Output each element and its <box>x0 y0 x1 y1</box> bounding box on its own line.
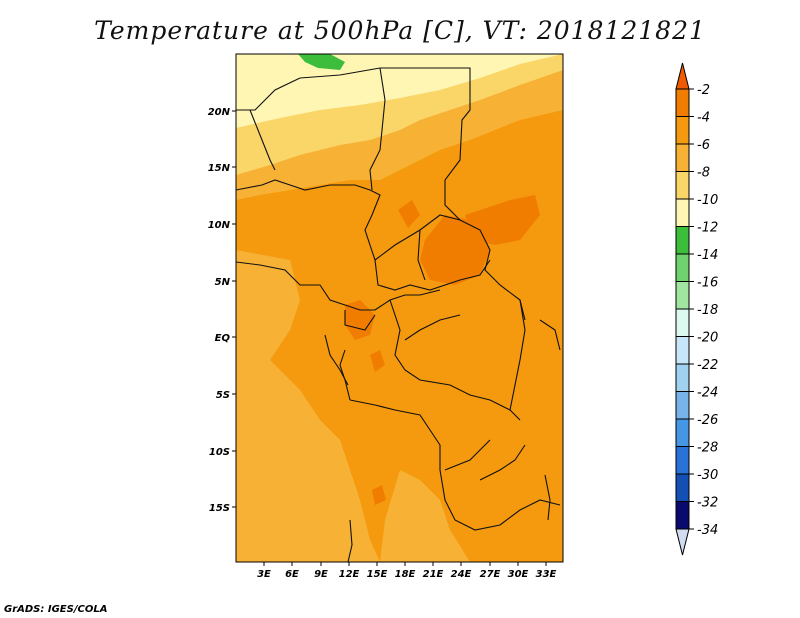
country-boundaries <box>236 67 561 562</box>
field-band-minus8 <box>236 250 380 562</box>
colorbar-label: -22 <box>697 358 718 373</box>
lon-label-18e: 18E <box>395 569 416 580</box>
colorbar-segment <box>675 363 690 392</box>
lat-label-eq: EQ <box>215 333 231 344</box>
longitude-ticks <box>263 562 547 566</box>
lat-label-15s: 15S <box>209 503 230 514</box>
colorbar-segment <box>675 116 690 145</box>
colorbar-segment <box>675 62 690 90</box>
colorbar-label: -4 <box>697 111 710 126</box>
colorbar-segment <box>675 418 690 447</box>
colorbar-segment <box>675 501 690 530</box>
colorbar-label: -10 <box>697 193 718 208</box>
colorbar-label: -24 <box>697 386 718 401</box>
field-band-minus12 <box>236 54 563 128</box>
map-frame <box>235 53 564 563</box>
lat-label-10s: 10S <box>209 447 230 458</box>
colorbar-label: -32 <box>697 496 718 511</box>
colorbar-label: -30 <box>697 468 718 483</box>
colorbar-label: -12 <box>697 221 718 236</box>
colorbar-segment <box>675 391 690 420</box>
lon-label-33e: 33E <box>536 569 557 580</box>
field-band-minus8-south <box>380 470 470 562</box>
lon-label-12e: 12E <box>339 569 360 580</box>
lon-label-15e: 15E <box>367 569 388 580</box>
colorbar-segment <box>675 171 690 200</box>
map-title: Temperature at 500hPa [C], VT: 201812182… <box>94 16 706 45</box>
colorbar-segment <box>675 88 690 117</box>
colorbar: -2 -4 -6 -8 -10 -12 -14 -16 -18 -20 -22 -24 -26 -28 -3… <box>675 62 718 556</box>
field-patch-minus14 <box>298 54 345 70</box>
colorbar-segment <box>675 198 690 227</box>
colorbar-segment <box>675 226 690 255</box>
colorbar-label: -16 <box>697 276 718 291</box>
colorbar-label: -28 <box>697 441 718 456</box>
lon-label-9e: 9E <box>314 569 328 580</box>
lat-label-15n: 15N <box>208 163 231 174</box>
colorbar-label: -26 <box>697 413 718 428</box>
grads-credit: GrADS: IGES/COLA <box>4 604 108 615</box>
colorbar-label: -8 <box>697 166 710 181</box>
lat-label-5s: 5S <box>216 390 230 401</box>
lon-label-3e: 3E <box>257 569 271 580</box>
lon-label-21e: 21E <box>423 569 444 580</box>
lat-label-5n: 5N <box>215 277 231 288</box>
colorbar-segment <box>675 446 690 475</box>
colorbar-segment <box>675 473 690 502</box>
field-patch-minus4-east <box>465 195 540 245</box>
colorbar-segment <box>675 253 690 282</box>
colorbar-label: -14 <box>697 248 718 263</box>
field-patch-minus4-congo <box>370 350 385 372</box>
lon-label-6e: 6E <box>285 569 299 580</box>
field-patch-minus4-small <box>398 200 420 228</box>
colorbar-segment <box>675 336 690 365</box>
lon-label-27e: 27E <box>480 569 501 580</box>
colorbar-segment <box>675 143 690 172</box>
colorbar-label: -2 <box>697 83 710 98</box>
latitude-ticks <box>232 110 236 508</box>
lon-label-24e: 24E <box>451 569 472 580</box>
field-patch-minus4-angola <box>372 485 386 505</box>
colorbar-label: -6 <box>697 138 710 153</box>
lat-label-10n: 10N <box>208 220 231 231</box>
lon-label-30e: 30E <box>508 569 529 580</box>
temperature-field <box>236 54 563 562</box>
latitude-axis: 20N 15N 10N 5N EQ 5S 10S 15S <box>208 107 231 514</box>
colorbar-segment <box>675 281 690 310</box>
lat-label-20n: 20N <box>208 107 231 118</box>
colorbar-label: -34 <box>697 523 718 538</box>
colorbar-segment <box>675 528 690 556</box>
longitude-axis: 3E 6E 9E 12E 15E 18E 21E 24E 27E 30E 33E <box>257 569 556 580</box>
colorbar-segment <box>675 308 690 337</box>
colorbar-label: -18 <box>697 303 718 318</box>
colorbar-label: -20 <box>697 331 718 346</box>
